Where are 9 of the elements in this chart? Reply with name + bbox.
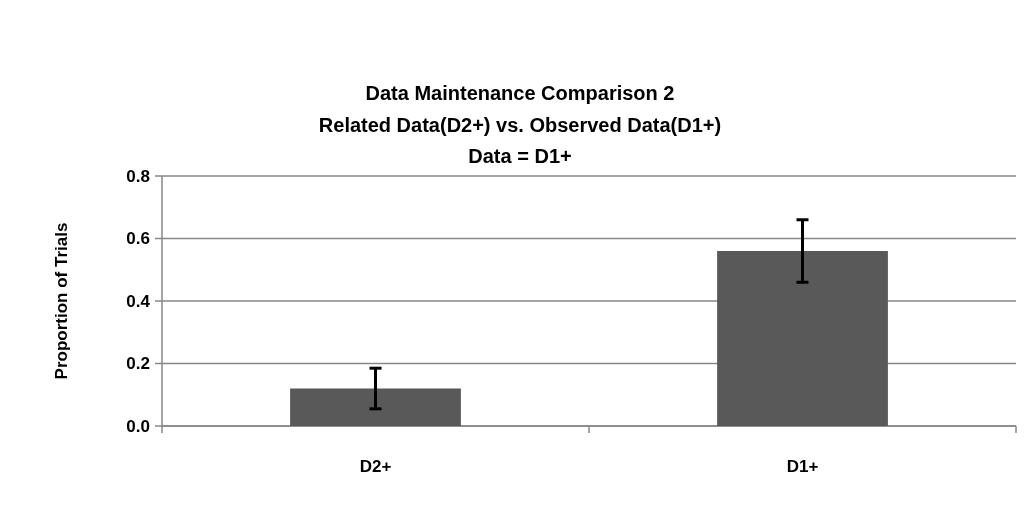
y-axis-title: Proportion of Trials xyxy=(52,222,71,380)
chart-title: Data Maintenance Comparison 2 Related Data(D2+) vs. Observed Data(D1+) Data = D1+ xyxy=(318,82,722,167)
x-tick-label: D1+ xyxy=(786,457,819,476)
x-tick-label: D2+ xyxy=(359,457,392,476)
y-tick-label: 0.8 xyxy=(126,166,150,186)
y-tick-label: 0.6 xyxy=(126,229,150,249)
y-tick-label: 0.2 xyxy=(126,354,150,374)
y-tick-label: 0.0 xyxy=(126,416,150,436)
y-tick-label: 0.4 xyxy=(126,291,151,311)
